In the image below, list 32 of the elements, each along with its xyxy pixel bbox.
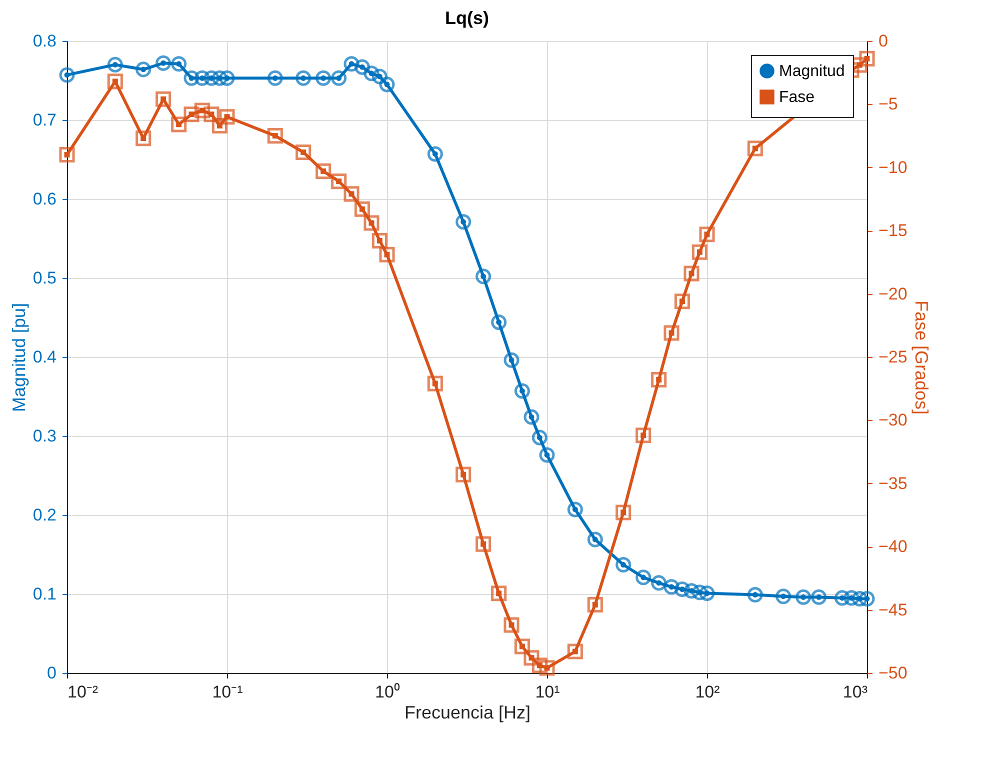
legend-label: Magnitud [779,63,845,80]
y-tick-label: 0 [47,664,56,682]
x-tick-label: 10⁻² [68,682,98,702]
x-tick-label: 10¹ [535,682,560,702]
x-axis-title: Frecuencia [Hz] [404,702,531,722]
y2-tick-label: −10 [878,158,908,177]
y-tick-label: 0.7 [32,110,56,130]
y-tick-label: 0.4 [32,348,56,366]
y2-tick-label: −45 [878,600,908,620]
y2-tick-label: 0 [878,32,888,50]
x-tick-label: 10² [695,682,720,702]
y2-tick-label: −15 [878,221,908,240]
y-tick-label: 0.1 [32,584,56,604]
y-axis-title: Magnitud [pu] [8,302,29,412]
y2-tick-label: −5 [878,94,898,114]
y2-tick-label: −50 [878,664,908,682]
y2-tick-label: −35 [878,474,908,493]
y2-tick-label: −25 [878,348,908,366]
y-tick-label: 0.2 [32,506,56,524]
y-tick-label: 0.6 [32,190,56,208]
y2-tick-label: −20 [878,284,908,304]
x-tick-label: 10⁰ [375,682,400,702]
x-tick-label: 10⁻¹ [212,682,244,702]
y2-tick-label: −30 [878,410,908,430]
chart-title: Lq(s) [445,8,489,28]
y-tick-label: 0.8 [32,32,56,50]
x-tick-label: 10³ [842,682,868,702]
y2-tick-label: −40 [878,537,908,556]
y-tick-label: 0.5 [32,268,56,288]
y-tick-label: 0.3 [32,426,56,446]
legend-label: Fase [779,89,815,106]
y2-axis-title: Fase [Grados] [911,300,932,415]
